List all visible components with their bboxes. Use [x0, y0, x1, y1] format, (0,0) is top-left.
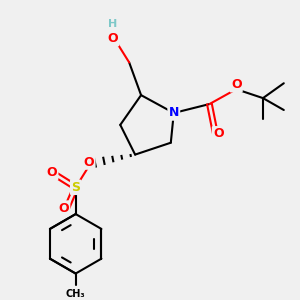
- Text: O: O: [84, 155, 94, 169]
- Text: O: O: [46, 166, 57, 179]
- Text: O: O: [58, 202, 69, 214]
- Text: S: S: [71, 181, 80, 194]
- Text: N: N: [169, 106, 179, 119]
- Text: O: O: [213, 127, 224, 140]
- Text: O: O: [231, 78, 242, 91]
- Text: H: H: [108, 19, 118, 29]
- Text: O: O: [107, 32, 118, 45]
- Text: CH₃: CH₃: [66, 289, 86, 299]
